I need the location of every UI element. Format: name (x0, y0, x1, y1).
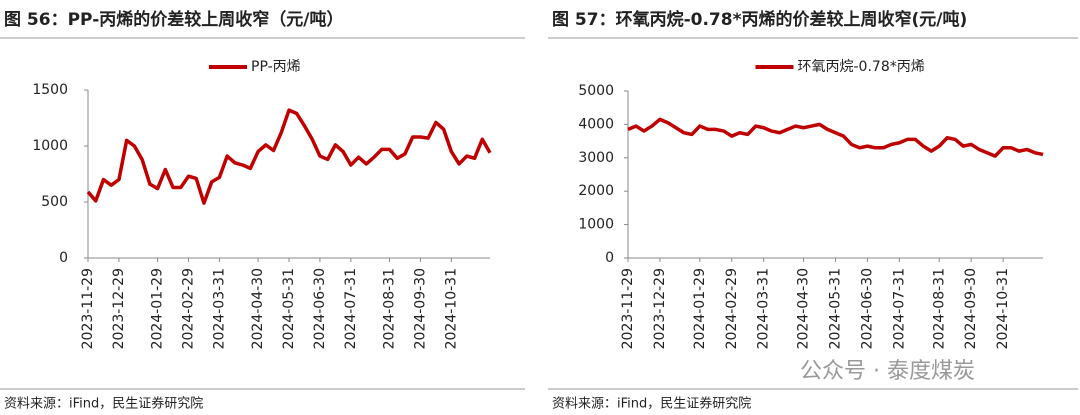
x-tick-label: 2023-11-29 (620, 268, 636, 349)
y-tick-label: 2000 (578, 183, 614, 199)
y-tick-label: 0 (605, 250, 614, 266)
x-tick-label: 2024-04-30 (250, 268, 266, 349)
source: 资料来源：iFind，民生证券研究院 (4, 396, 203, 412)
x-tick-label: 2024-10-31 (443, 268, 459, 349)
y-tick-label: 4000 (578, 116, 614, 132)
x-tick-label: 2024-06-30 (312, 268, 328, 349)
series-line (86, 108, 492, 205)
x-tick-label: 2024-06-30 (859, 268, 875, 349)
x-tick-label: 2024-01-29 (692, 268, 708, 349)
x-tick-label: 2024-09-30 (963, 268, 979, 349)
x-tick-label: 2023-12-29 (652, 268, 668, 349)
x-tick-label: 2024-08-31 (382, 268, 398, 349)
x-tick-label: 2024-05-31 (281, 268, 297, 349)
watermark: 公众号 · 泰度煤炭 (800, 359, 975, 384)
y-tick-label: 5000 (578, 83, 614, 99)
x-tick-label: 2024-03-31 (211, 268, 227, 349)
chart-title: 图 57：环氧丙烷-0.78*丙烯的价差较上周收窄(元/吨) (552, 9, 967, 30)
y-tick-label: 3000 (578, 150, 614, 166)
x-tick-label: 2023-11-29 (80, 268, 96, 349)
x-tick-label: 2024-09-30 (412, 268, 428, 349)
legend-label: 环氧丙烷-0.78*丙烯 (798, 59, 925, 75)
legend-label: PP-丙烯 (251, 59, 301, 75)
x-tick-label: 2023-12-29 (111, 268, 127, 349)
y-tick-label: 0 (59, 250, 68, 266)
y-tick-label: 1000 (32, 138, 68, 154)
chart-title: 图 56：PP-丙烯的价差较上周收窄（元/吨） (4, 9, 343, 30)
y-tick-label: 500 (41, 194, 68, 210)
x-tick-label: 2024-05-31 (828, 268, 844, 349)
x-tick-label: 2024-10-31 (995, 268, 1011, 349)
x-tick-label: 2024-02-29 (181, 268, 197, 349)
source: 资料来源：iFind，民生证券研究院 (552, 396, 751, 412)
x-tick-label: 2024-07-31 (891, 268, 907, 349)
x-tick-label: 2024-04-30 (796, 268, 812, 349)
x-tick-label: 2024-07-31 (343, 268, 359, 349)
x-tick-label: 2024-02-29 (724, 268, 740, 349)
y-tick-label: 1500 (32, 82, 68, 98)
x-tick-label: 2024-01-29 (150, 268, 166, 349)
y-tick-label: 1000 (578, 217, 614, 233)
x-tick-label: 2024-03-31 (756, 268, 772, 349)
series-line (627, 117, 1044, 158)
x-tick-label: 2024-08-31 (931, 268, 947, 349)
